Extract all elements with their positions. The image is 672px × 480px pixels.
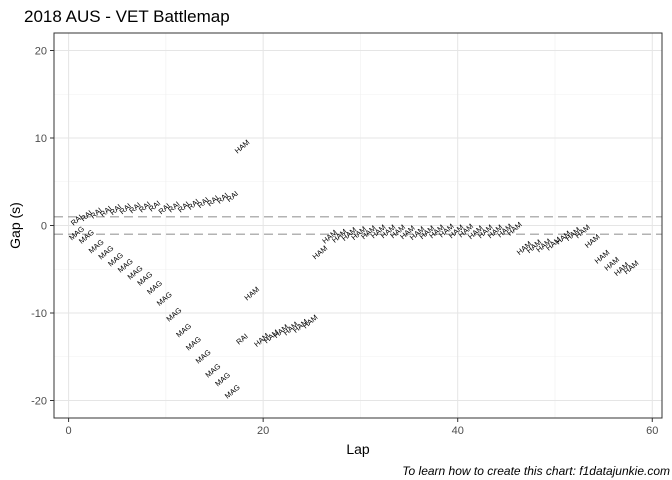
- x-axis-title: Lap: [346, 441, 370, 457]
- axis-ticks: 0 20 40 60 -20 -10 0 10 20: [31, 46, 658, 438]
- x-tick-label: 0: [66, 425, 72, 437]
- y-tick-label: 10: [35, 133, 47, 145]
- x-tick-label: 60: [646, 425, 658, 437]
- y-tick-label: 0: [41, 221, 47, 233]
- y-tick-label: -20: [31, 396, 47, 408]
- x-tick-label: 20: [257, 425, 269, 437]
- y-tick-label: -10: [31, 308, 47, 320]
- chart-caption: To learn how to create this chart: f1dat…: [402, 464, 670, 478]
- y-tick-label: 20: [35, 46, 47, 58]
- reference-lines: [54, 216, 662, 235]
- grid-lines: [54, 33, 662, 418]
- chart-title: 2018 AUS - VET Battlemap: [24, 7, 230, 26]
- y-axis-title: Gap (s): [7, 202, 23, 249]
- x-tick-label: 40: [452, 425, 464, 437]
